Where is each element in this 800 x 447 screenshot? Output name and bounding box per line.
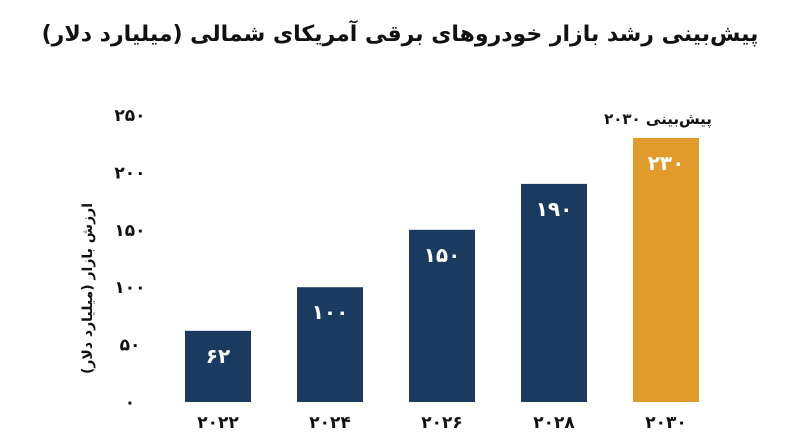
bar-value-label: ۱۰۰ — [312, 300, 349, 324]
bar-2022 — [185, 330, 251, 402]
bar-value-label: ۱۹۰ — [536, 197, 573, 221]
y-axis-title: ارزش بازار (میلیارد دلار) — [80, 203, 96, 374]
y-tick-label: ۰ — [125, 393, 135, 413]
x-tick-label: ۲۰۲۶ — [421, 413, 463, 433]
y-tick-label: ۱۰۰ — [114, 278, 145, 298]
bar-value-label: ۱۵۰ — [424, 243, 461, 267]
y-tick-label: ۵۰ — [120, 336, 141, 356]
bar-2024 — [297, 287, 363, 402]
x-tick-label: ۲۰۳۰ — [645, 413, 687, 433]
bar-value-label: ۶۲ — [206, 344, 230, 368]
x-tick-label: ۲۰۲۲ — [197, 413, 239, 433]
y-tick-label: ۲۰۰ — [114, 163, 145, 183]
bar-2028 — [521, 183, 587, 402]
y-tick-label: ۱۵۰ — [114, 221, 145, 241]
bar-value-label: ۲۳۰ — [648, 151, 685, 175]
chart-title: پیش‌بینی رشد بازار خودروهای برقی آمریکای… — [41, 22, 759, 47]
y-tick-label: ۲۵۰ — [114, 106, 145, 126]
bar-2030 — [633, 137, 699, 402]
forecast-annotation: پیش‌بینی ۲۰۳۰ — [604, 110, 712, 129]
x-tick-label: ۲۰۲۴ — [309, 413, 351, 433]
bar-2026 — [409, 229, 475, 402]
x-tick-label: ۲۰۲۸ — [533, 413, 575, 433]
